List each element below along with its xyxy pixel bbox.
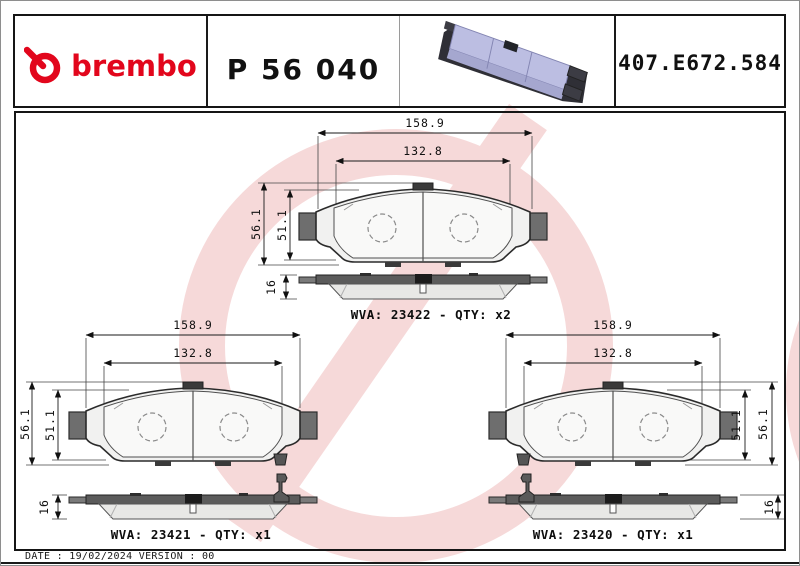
pad-side-view	[298, 272, 548, 300]
pad-front-view	[488, 381, 738, 467]
reference-number: 407.E672.584	[618, 51, 782, 75]
brake-pad-3d-image	[438, 20, 588, 104]
dim-thickness: 16	[264, 279, 278, 295]
dim-friction-height: 51.1	[729, 409, 743, 441]
dim-total-height: 56.1	[18, 408, 32, 440]
footer-date-version: DATE : 19/02/2024 VERSION : 00	[25, 551, 215, 562]
part-number: P 56 040	[226, 52, 381, 86]
dim-friction-width: 132.8	[173, 346, 213, 360]
pad-technical-drawing	[258, 129, 548, 300]
dim-friction-height: 51.1	[43, 409, 57, 441]
dim-total-height: 56.1	[756, 408, 770, 440]
brembo-logo-icon	[24, 46, 61, 84]
wear-indicator-clip	[273, 473, 290, 503]
main-drawing-area: 158.9 132.8 56.1 51.1 16 WVA: 23422 - QT…	[14, 111, 786, 551]
pad-technical-drawing	[26, 331, 318, 520]
wva-qty-label: WVA: 23421 - QTY: x1	[110, 527, 272, 542]
drawing-bottom-right-pad: 158.9 132.8 51.1 56.1 16 WVA: 23420 - QT…	[437, 318, 787, 549]
part-number-cell: P 56 040	[208, 16, 400, 106]
dim-total-width: 158.9	[405, 116, 445, 130]
dim-total-height: 56.1	[249, 208, 263, 240]
wear-indicator-clip	[518, 473, 535, 503]
header-title-block: brembo P 56 040 407.E672.584	[13, 14, 786, 108]
wear-indicator-mount	[516, 453, 531, 466]
pad-front-view	[68, 381, 318, 467]
dim-thickness: 16	[37, 499, 51, 515]
wva-qty-label: WVA: 23422 - QTY: x2	[350, 307, 512, 322]
dim-friction-width: 132.8	[593, 346, 633, 360]
dim-friction-height: 51.1	[275, 209, 289, 241]
pad-technical-drawing	[488, 331, 784, 520]
wva-qty-label: WVA: 23420 - QTY: x1	[532, 527, 694, 542]
dim-total-width: 158.9	[593, 318, 633, 332]
footer-divider-line	[1, 562, 799, 564]
reference-cell: 407.E672.584	[616, 16, 784, 106]
wear-indicator-mount	[273, 453, 288, 466]
dim-friction-width: 132.8	[403, 144, 443, 158]
product-photo-cell	[400, 16, 616, 106]
drawing-bottom-left-pad: 158.9 132.8 56.1 51.1 16 WVA: 23421 - QT…	[17, 318, 357, 549]
brand-wordmark: brembo	[71, 49, 197, 83]
dim-total-width: 158.9	[173, 318, 213, 332]
brand-cell: brembo	[15, 16, 208, 106]
dim-thickness: 16	[762, 499, 776, 515]
drawing-top-pad: 158.9 132.8 56.1 51.1 16 WVA: 23422 - QT…	[241, 116, 571, 327]
